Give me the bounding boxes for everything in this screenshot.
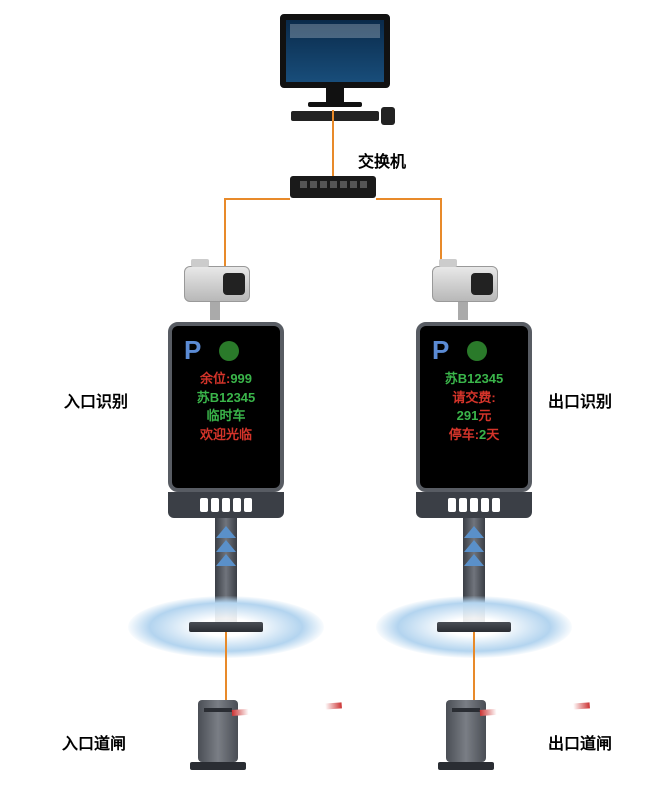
monitor-icon: [280, 14, 390, 88]
entry-led-strip: [168, 492, 284, 518]
exit-recognition-label: 出口识别: [548, 388, 612, 412]
entry-base: [189, 622, 263, 632]
exit-gate-label: 出口道闸: [548, 730, 612, 754]
entry-camera-icon: [184, 266, 250, 320]
entry-recognition-label: 入口识别: [64, 388, 128, 412]
entry-gate-label: 入口道闸: [62, 730, 126, 754]
exit-camera-icon: [432, 266, 498, 320]
exit-display: P 苏B12345 请交费: 291元 停车:2天: [416, 322, 532, 492]
system-diagram: 交换机 P 余位:999 苏B12345 临时车 欢迎光临: [0, 0, 665, 807]
network-switch-icon: [290, 176, 376, 198]
exit-base: [437, 622, 511, 632]
exit-gate-icon: [446, 700, 494, 770]
entry-gate-icon: [198, 700, 246, 770]
switch-label: 交换机: [358, 148, 406, 172]
entry-display: P 余位:999 苏B12345 临时车 欢迎光临: [168, 322, 284, 492]
exit-led-strip: [416, 492, 532, 518]
computer: [280, 14, 390, 121]
